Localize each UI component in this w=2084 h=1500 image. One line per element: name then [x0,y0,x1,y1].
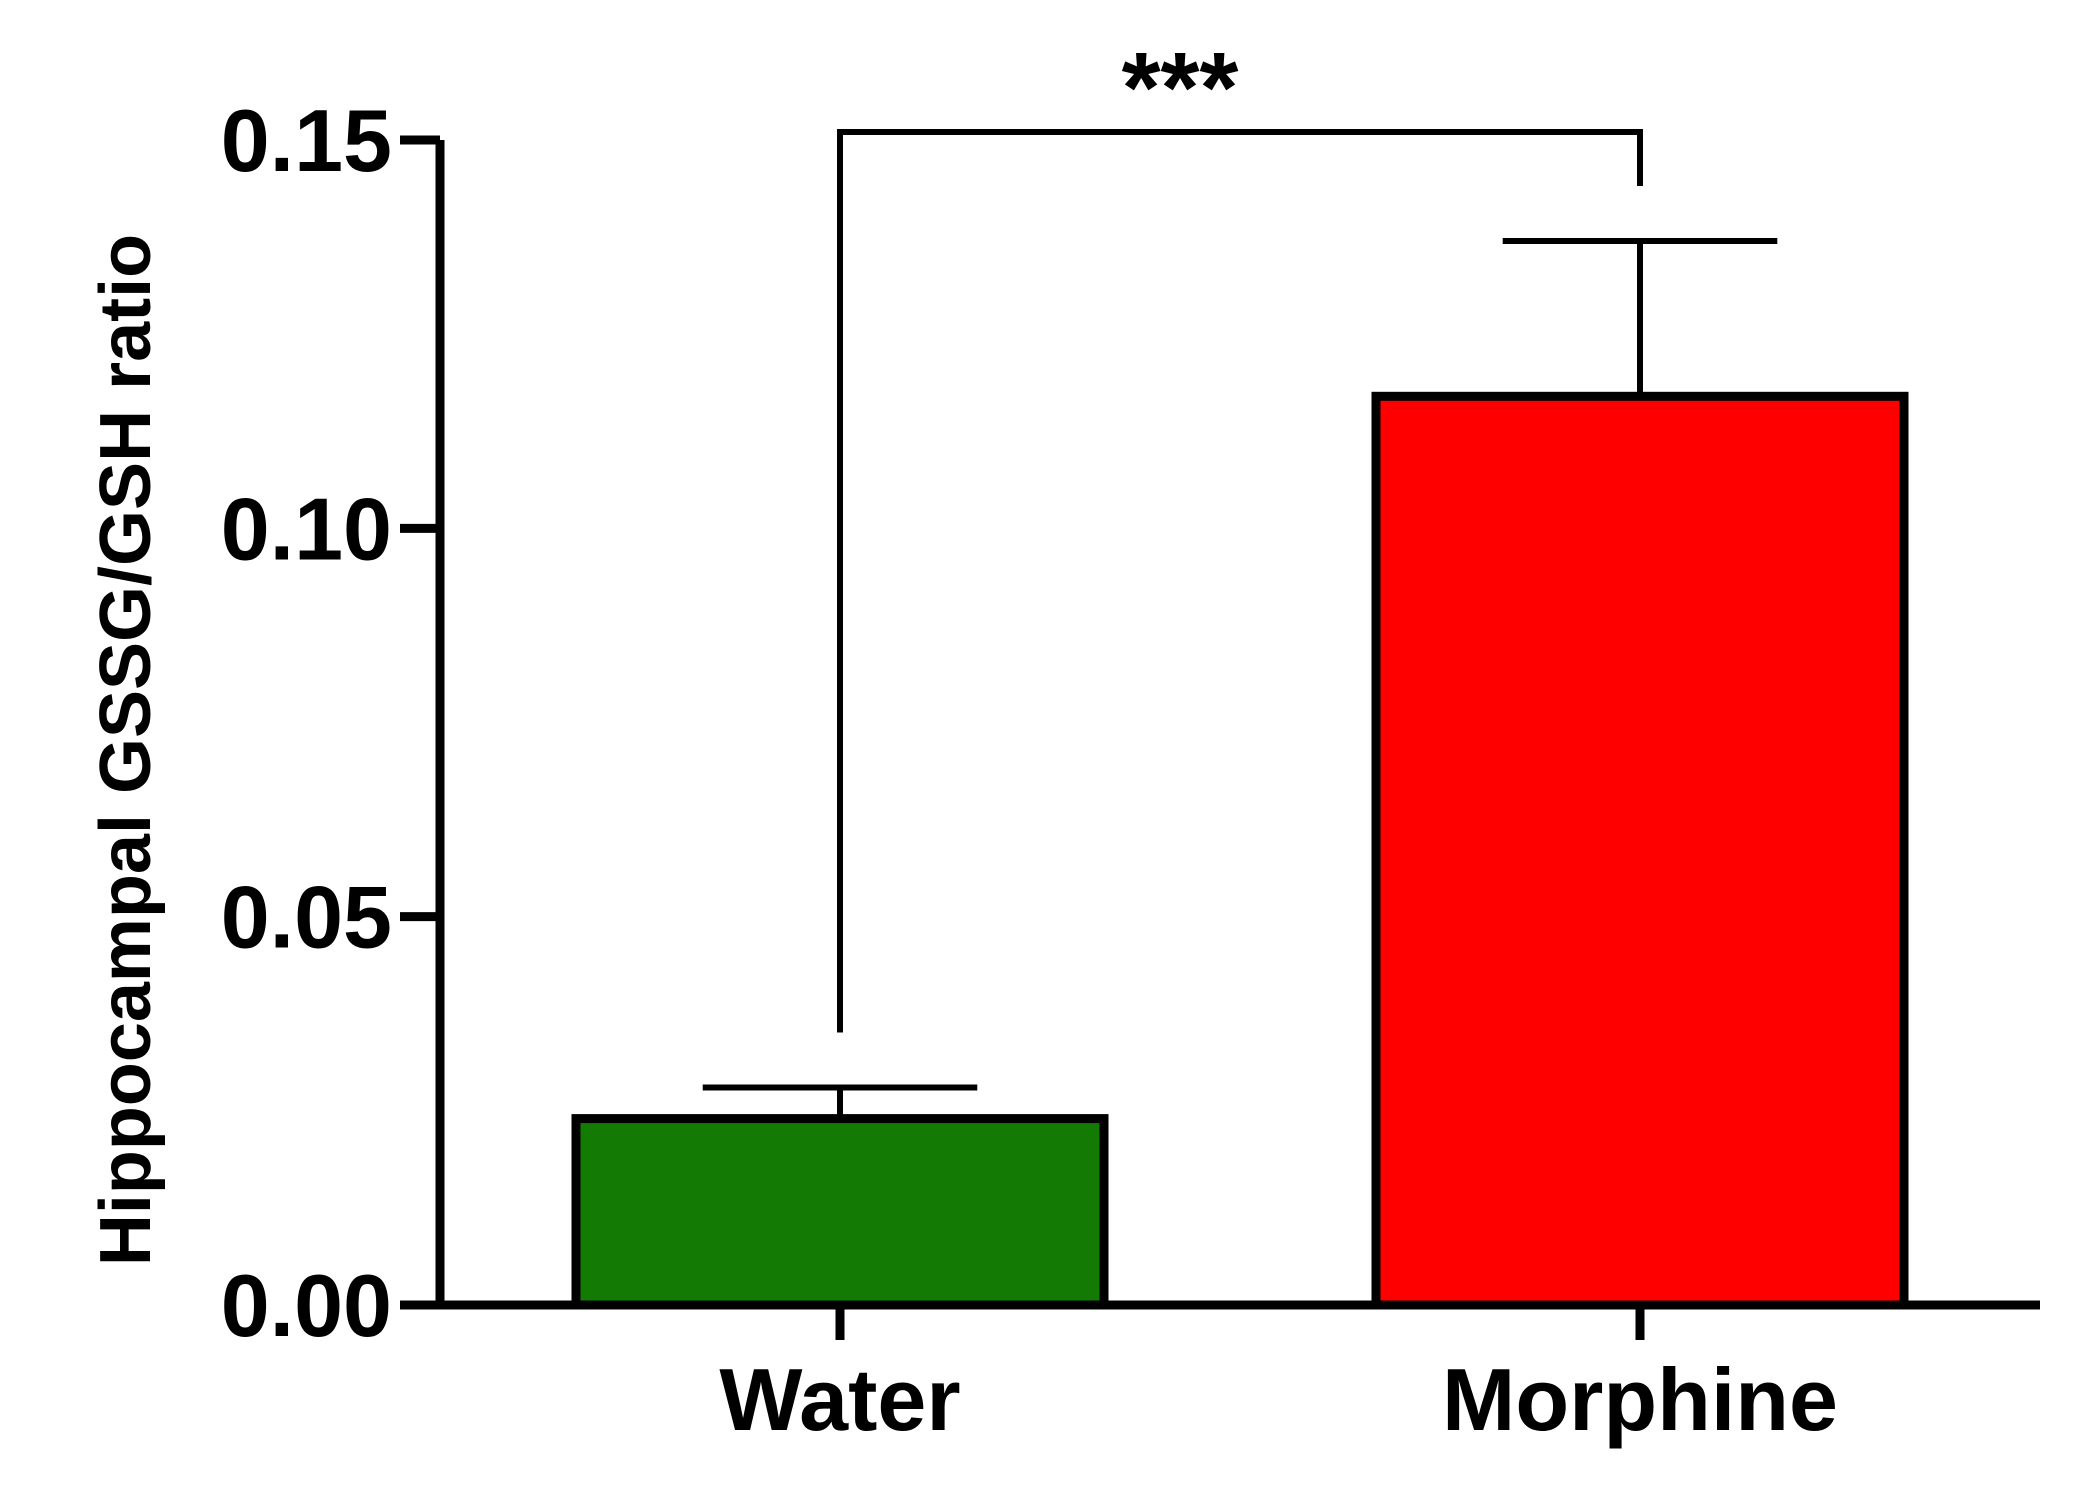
y-axis-title: Hippocampal GSSG/GSH ratio [86,234,166,1266]
bar-morphine [1371,391,1909,1310]
significance-bracket [837,129,1643,1033]
significance-label: *** [1122,32,1239,144]
y-tick-label: 0.15 [221,91,392,190]
y-axis-ticks: 0.00 0.05 0.10 0.15 [221,91,440,1355]
significance-annotation: *** [837,32,1643,1033]
error-bars [702,237,1778,1119]
x-tick-label: Water [719,1350,960,1449]
x-tick-label: Morphine [1442,1350,1838,1449]
y-tick-label: 0.00 [221,1256,392,1355]
y-tick-label: 0.10 [221,479,392,578]
bar-water [571,1114,1109,1310]
y-tick-label: 0.05 [221,868,392,967]
axes [400,140,2040,1310]
bars [571,391,1909,1310]
x-axis-ticks: Water Morphine [719,1305,1838,1449]
